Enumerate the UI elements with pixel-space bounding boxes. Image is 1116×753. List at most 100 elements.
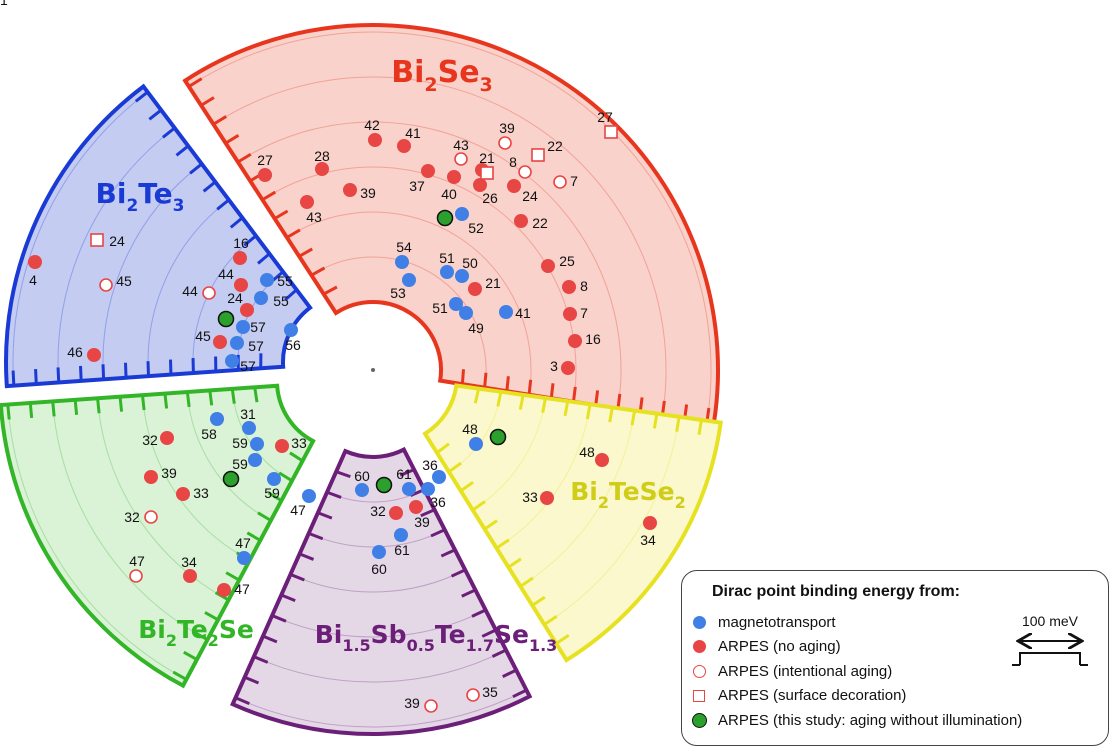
axis-tick [459,481,474,493]
magneto-marker [236,320,250,334]
magneto-marker [225,354,239,368]
axis-tick [175,144,190,157]
grid-arc [52,401,208,641]
data-point-study [222,470,240,488]
magneto-marker [250,437,264,451]
axis-tick [608,407,614,423]
data-point-magneto: 50 [455,255,478,283]
data-point-magneto: 58 [201,412,224,442]
sector-fill [6,86,311,387]
aged-marker [518,165,532,179]
axis-tick [79,365,83,381]
axis-tick [6,404,11,420]
data-point-magneto: 53 [390,273,416,301]
data-point-aged: 45 [99,273,132,292]
legend-item-aged: ARPES (intentional aging) [688,660,892,682]
arpes-marker [183,569,197,583]
data-point-arpes: 24 [227,290,254,317]
axis-tick [234,696,250,705]
grid-arc [7,404,187,680]
axis-tick [461,588,477,598]
arpes-marker [28,255,42,269]
arpes-marker [397,139,411,153]
data-point-deco: 22 [531,138,563,162]
arpes-marker [595,453,609,467]
axis-tick [193,631,209,642]
data-point-arpes: 45 [195,328,227,349]
axis-tick [189,162,203,175]
magneto-marker [242,421,256,435]
point-label: 32 [370,503,386,519]
magneto-marker [459,306,473,320]
point-label: 39 [499,120,515,136]
study-marker [217,310,235,328]
data-point-magneto: 57 [230,336,264,354]
point-label: 47 [235,535,251,551]
point-label: 59 [264,485,280,501]
data-point-study [489,428,507,446]
axis-tick [652,413,659,429]
data-point-magneto: 59 [232,453,262,472]
axis-tick [585,403,592,420]
data-point-aged: 7 [553,173,578,189]
point-label: 44 [182,283,198,299]
axis-tick [549,383,555,399]
sector-bi2te3 [4,83,313,389]
sector-bi2tese2 [422,383,723,663]
point-label: 37 [409,178,425,194]
axis-tick [399,468,415,477]
decoration-marker [90,233,104,247]
axis-tick [134,90,149,103]
point-label: 59 [232,456,248,472]
aged-marker [99,278,113,292]
arpes-marker [468,282,482,296]
study-marker [436,209,454,227]
data-point-study [217,310,235,328]
grid-arc [186,391,272,521]
point-label: 57 [240,358,256,374]
point-label: 26 [482,190,498,206]
axis-tick [572,386,577,402]
axis-tick [229,216,244,229]
point-label: 7 [570,173,578,189]
grid-arc [472,397,546,511]
data-point-arpes: 43 [300,195,322,225]
aged-marker [424,699,438,713]
axis-tick [51,401,56,417]
sector-fill [0,385,314,686]
arpes-marker [258,168,272,182]
magneto-marker [455,207,469,221]
point-label: 60 [354,468,370,484]
data-point-deco: 21 [0,0,494,180]
magneto-marker [267,472,281,486]
point-label: 49 [468,320,484,336]
data-point-arpes: 34 [640,516,657,548]
data-point-arpes: 42 [364,117,382,147]
axis-tick [271,614,287,623]
legend-label: ARPES (this study: aging without illumin… [718,711,1023,729]
magneto-marker [395,255,409,269]
axis-tick [224,134,240,145]
axis-tick [262,634,278,644]
decoration-marker [531,148,545,162]
axis-tick [481,628,497,638]
data-point-arpes: 34 [181,554,197,583]
point-label: 54 [396,239,412,255]
axis-tick [502,668,517,678]
legend-marker-aged [688,660,710,682]
data-point-aged: 43 [453,137,469,166]
point-label: 33 [522,489,538,505]
axis-tick [161,126,176,139]
axis-tick [185,391,191,408]
axis-tick [124,362,128,378]
axis-tick [278,471,293,483]
point-label: 32 [124,509,140,525]
arpes-marker [421,164,435,178]
axis-tick [326,490,342,499]
point-label: 8 [509,154,517,170]
point-label: 8 [580,278,588,294]
data-point-arpes: 4 [28,255,42,288]
point-label: 24 [227,290,243,306]
data-point-magneto: 57 [225,354,256,374]
